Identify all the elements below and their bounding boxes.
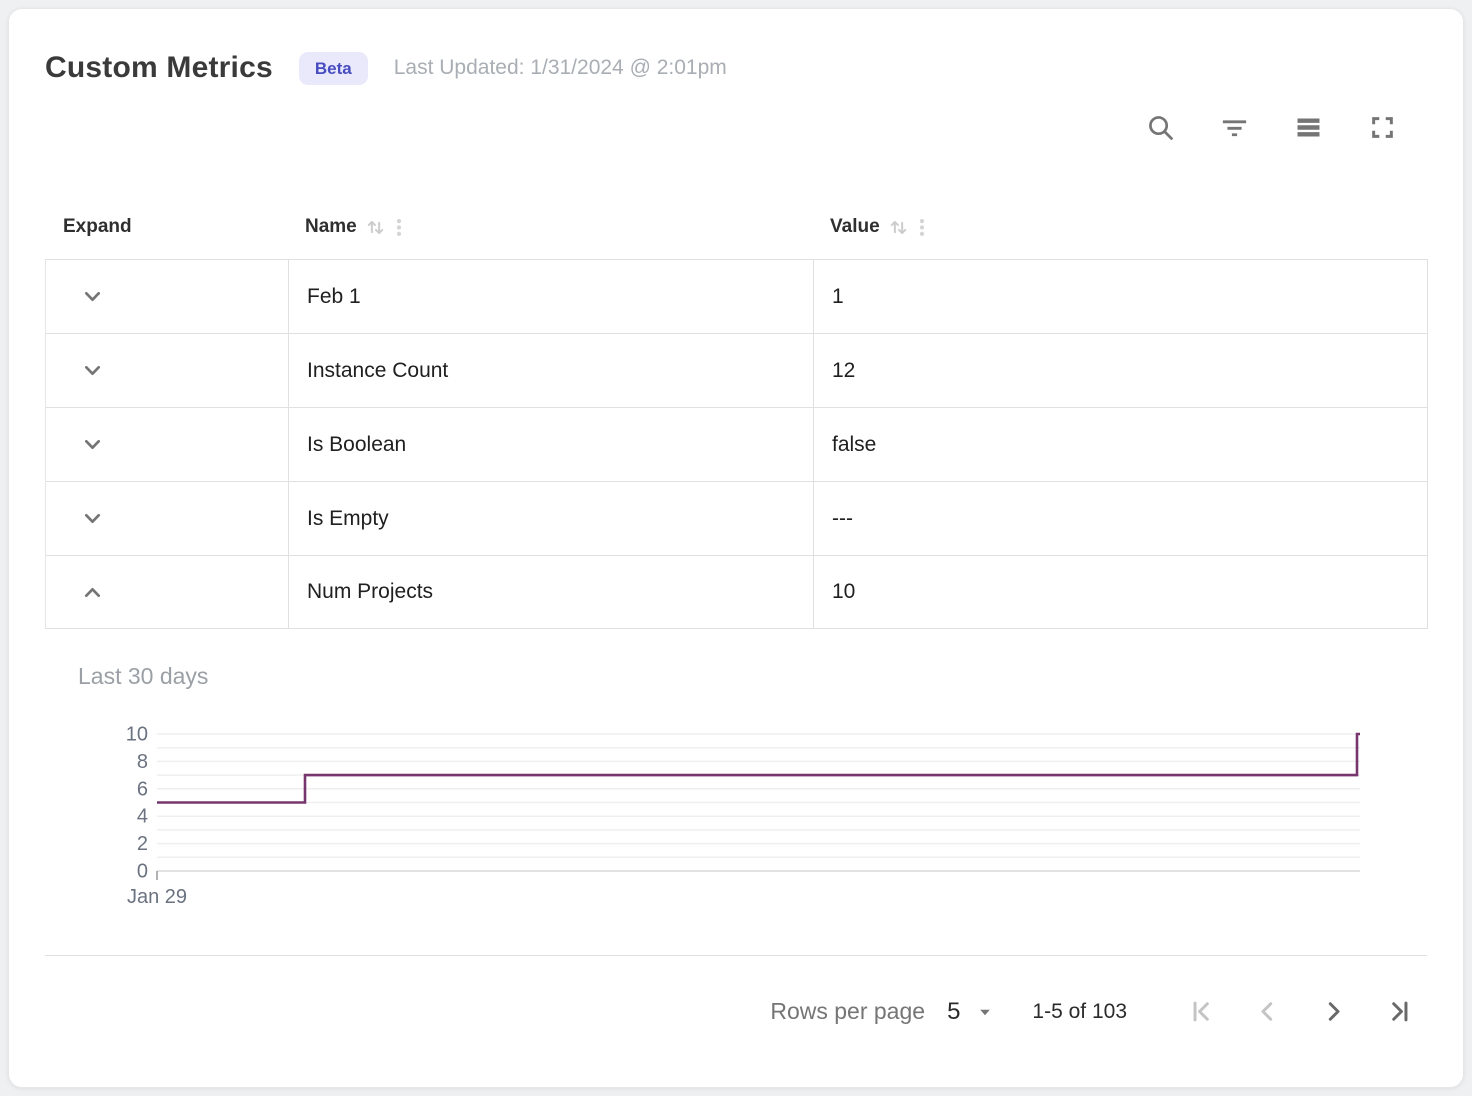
first-page-button[interactable]	[1179, 990, 1223, 1034]
fullscreen-button[interactable]	[1365, 110, 1399, 144]
expand-row-button[interactable]	[72, 277, 112, 317]
search-icon	[1148, 115, 1173, 140]
rows-per-page-select[interactable]: 5	[947, 998, 996, 1026]
table-header-row: Expand Name Value	[45, 195, 1428, 259]
chevron-down-icon	[84, 439, 100, 450]
metric-name-cell: Feb 1	[288, 260, 813, 333]
rows-per-page-label: Rows per page	[770, 998, 926, 1024]
trend-step-chart: 0 2 4 6 8 10 Jan 29	[126, 724, 1360, 908]
expand-cell	[46, 408, 288, 481]
y-axis-tick-label: 8	[137, 751, 148, 773]
pagination-bar: Rows per page 5 1-5 of 103	[45, 955, 1427, 1067]
metric-name-cell: Is Boolean	[288, 408, 813, 481]
caret-down-icon	[980, 1009, 991, 1015]
table-row: Is Empty ---	[45, 481, 1428, 555]
beta-badge: Beta	[298, 51, 368, 85]
expanded-row-panel: Last 30 days 0 2 4 6 8 10 Jan 29	[9, 629, 1463, 917]
fullscreen-icon	[1371, 116, 1393, 138]
metrics-table: Expand Name Value	[45, 195, 1428, 629]
last-page-icon	[1391, 1001, 1407, 1022]
metric-value-cell: 12	[813, 334, 1427, 407]
filter-button[interactable]	[1217, 110, 1251, 144]
pagination-range: 1-5 of 103	[1032, 999, 1127, 1023]
chevron-left-icon	[1260, 1002, 1272, 1021]
next-page-button[interactable]	[1311, 990, 1355, 1034]
previous-page-button[interactable]	[1245, 990, 1289, 1034]
table-row: Num Projects 10	[45, 555, 1428, 629]
metric-value-cell: 1	[813, 260, 1427, 333]
metric-value-cell: ---	[813, 482, 1427, 555]
chevron-down-icon	[84, 365, 100, 376]
y-axis-tick-label: 2	[137, 833, 148, 855]
last-updated-text: Last Updated: 1/31/2024 @ 2:01pm	[393, 56, 727, 79]
sort-icon[interactable]	[363, 215, 388, 240]
chevron-right-icon	[1328, 1002, 1340, 1021]
column-header-value[interactable]: Value	[812, 215, 1428, 240]
expand-cell	[46, 556, 288, 628]
column-header-expand: Expand	[45, 216, 287, 238]
table-body: Feb 1 1 Instance Count 12 Is Boolean false Is …	[45, 259, 1428, 629]
table-row: Instance Count 12	[45, 333, 1428, 407]
chart-title: Last 30 days	[78, 663, 209, 689]
column-label: Value	[830, 216, 880, 237]
page-title: Custom Metrics	[45, 51, 273, 84]
chevron-down-icon	[84, 513, 100, 524]
expand-cell	[46, 334, 288, 407]
y-axis-tick-label: 4	[137, 806, 148, 828]
rows-per-page-value: 5	[947, 997, 961, 1025]
metric-name-cell: Num Projects	[288, 556, 813, 628]
last-page-button[interactable]	[1377, 990, 1421, 1034]
metric-name-cell: Instance Count	[288, 334, 813, 407]
custom-metrics-card: Custom Metrics Beta Last Updated: 1/31/2…	[8, 8, 1464, 1088]
column-label: Name	[305, 216, 357, 237]
metric-value-cell: 10	[813, 556, 1427, 628]
y-axis-tick-label: 0	[137, 861, 148, 883]
first-page-icon	[1193, 1001, 1209, 1022]
table-row: Is Boolean false	[45, 407, 1428, 481]
expand-row-button[interactable]	[72, 499, 112, 539]
chevron-down-icon	[84, 291, 100, 302]
x-axis-tick-label: Jan 29	[127, 886, 187, 908]
expand-row-button[interactable]	[72, 351, 112, 391]
search-button[interactable]	[1143, 110, 1177, 144]
density-button[interactable]	[1291, 110, 1325, 144]
sort-icon[interactable]	[886, 215, 911, 240]
column-menu-icon[interactable]	[388, 215, 410, 240]
column-label: Expand	[63, 216, 132, 237]
density-icon	[1297, 117, 1319, 137]
y-axis-tick-label: 10	[126, 724, 148, 746]
series-line	[157, 732, 1360, 804]
page-header: Custom Metrics Beta Last Updated: 1/31/2…	[45, 51, 1427, 85]
expand-cell	[46, 482, 288, 555]
metric-value-cell: false	[813, 408, 1427, 481]
expand-cell	[46, 260, 288, 333]
expand-row-button[interactable]	[72, 425, 112, 465]
y-axis-tick-label: 6	[137, 778, 148, 800]
column-menu-icon[interactable]	[911, 215, 933, 240]
metric-name-cell: Is Empty	[288, 482, 813, 555]
chevron-up-icon	[84, 587, 100, 597]
table-toolbar	[9, 107, 1399, 147]
filter-icon	[1222, 119, 1246, 136]
column-header-name[interactable]: Name	[287, 215, 812, 240]
collapse-row-button[interactable]	[72, 572, 112, 612]
